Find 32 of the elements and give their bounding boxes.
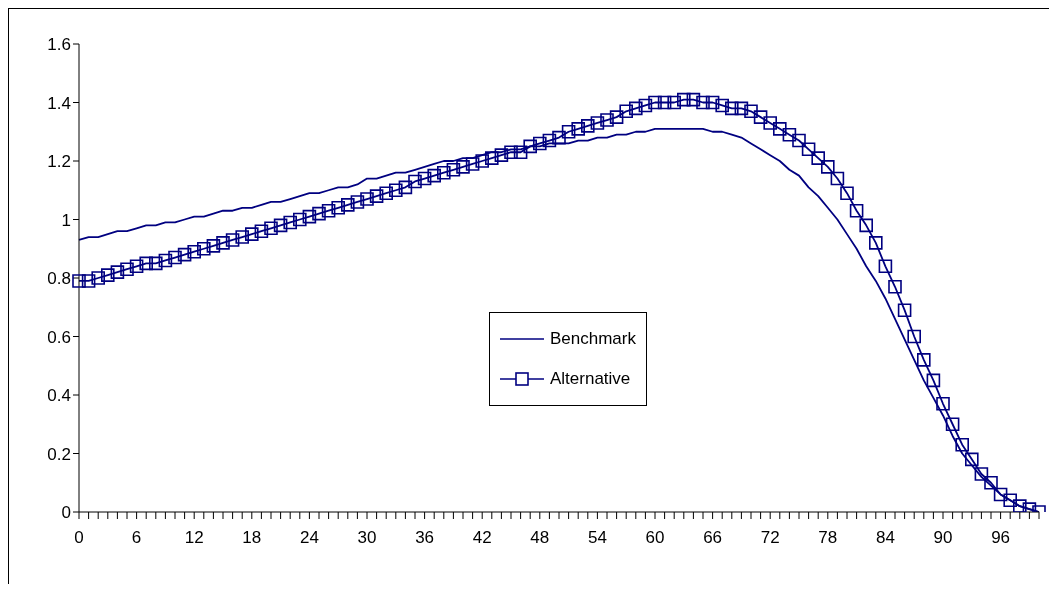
y-tick-label: 0 <box>61 503 71 523</box>
x-tick-label: 72 <box>760 528 780 548</box>
x-tick-label: 42 <box>472 528 492 548</box>
point <box>523 139 537 154</box>
y-tick-label: 0.2 <box>47 444 71 464</box>
y-tick-label: 1.6 <box>47 35 71 55</box>
y-tick-label: 0.6 <box>47 327 71 347</box>
x-tick-label: 66 <box>703 528 723 548</box>
x-tick-label: 36 <box>415 528 435 548</box>
point <box>1013 499 1027 512</box>
x-tick-label: 84 <box>875 528 895 548</box>
legend-label: Benchmark <box>550 329 636 349</box>
x-tick-label: 54 <box>587 528 607 548</box>
x-tick-label: 96 <box>991 528 1011 548</box>
y-tick-label: 1.4 <box>47 93 71 113</box>
x-tick-label: 60 <box>645 528 665 548</box>
x-tick-label: 18 <box>242 528 262 548</box>
legend-label: Alternative <box>550 369 631 389</box>
y-tick-label: 1.2 <box>47 152 71 172</box>
point <box>993 487 1008 502</box>
x-tick-label: 78 <box>818 528 838 548</box>
point <box>1003 493 1017 508</box>
x-tick-label: 0 <box>74 528 84 548</box>
x-tick-label: 30 <box>357 528 377 548</box>
y-tick-label: 0.8 <box>47 269 71 289</box>
x-tick-label: 48 <box>530 528 550 548</box>
x-tick-label: 24 <box>299 528 319 548</box>
x-tick-label: 12 <box>184 528 204 548</box>
y-tick-label: 1 <box>61 210 71 230</box>
x-tick-label: 90 <box>933 528 953 548</box>
y-tick-label: 0.4 <box>47 386 71 406</box>
x-tick-label: 6 <box>131 528 142 548</box>
